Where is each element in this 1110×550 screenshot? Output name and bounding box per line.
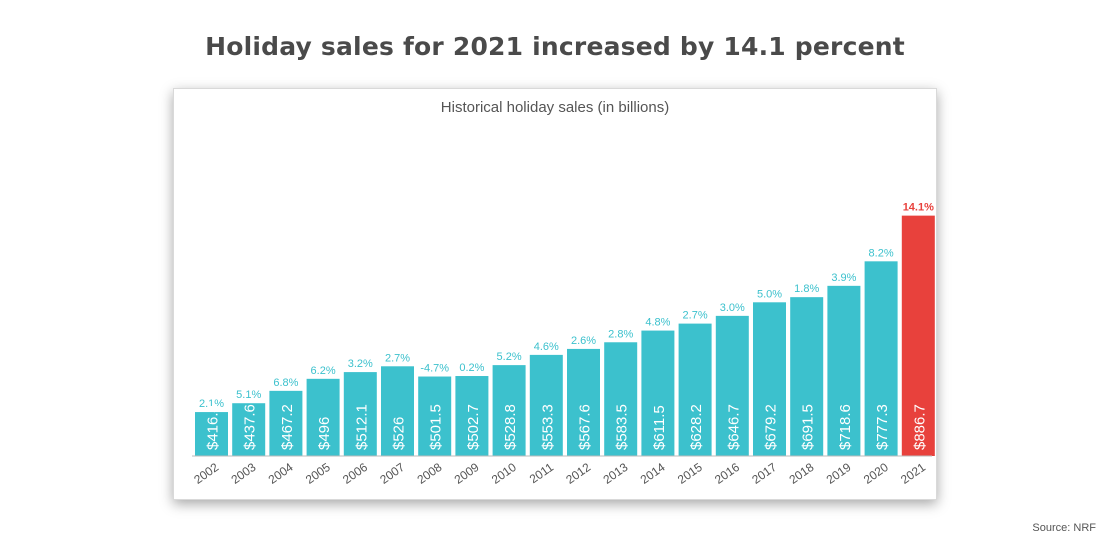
x-tick-2014: 2014 bbox=[638, 460, 668, 487]
growth-label-2015: 2.7% bbox=[683, 310, 708, 322]
growth-label-2006: 3.2% bbox=[348, 358, 373, 370]
growth-label-2016: 3.0% bbox=[720, 302, 745, 314]
value-label-2005: $496 bbox=[316, 417, 333, 450]
x-tick-2015: 2015 bbox=[675, 460, 705, 487]
bar-2008 bbox=[418, 376, 452, 456]
value-label-2012: $567.6 bbox=[577, 404, 594, 450]
value-label-2011: $553.3 bbox=[539, 404, 556, 450]
x-tick-2002: 2002 bbox=[191, 460, 221, 487]
bar-2020 bbox=[864, 261, 898, 456]
growth-label-2019: 3.9% bbox=[831, 272, 856, 284]
bar-2007 bbox=[381, 366, 414, 456]
x-tick-2006: 2006 bbox=[340, 460, 370, 487]
bar-2010 bbox=[492, 365, 526, 456]
value-label-2004: $467.2 bbox=[279, 404, 296, 450]
x-tick-2008: 2008 bbox=[415, 460, 445, 487]
chart-card: Historical holiday sales (in billions) 2… bbox=[173, 88, 937, 500]
bar-chart: Historical holiday sales (in billions) 2… bbox=[191, 99, 935, 487]
growth-label-2002: 2.1% bbox=[199, 398, 224, 410]
value-label-2016: $646.7 bbox=[725, 404, 742, 450]
growth-label-2018: 1.8% bbox=[794, 283, 819, 295]
bar-2004 bbox=[269, 390, 303, 456]
growth-label-2017: 5.0% bbox=[757, 288, 782, 300]
x-tick-2020: 2020 bbox=[861, 460, 891, 487]
value-label-2002: $416.4 bbox=[205, 404, 222, 450]
value-label-2008: $501.5 bbox=[428, 404, 445, 450]
bar-2019 bbox=[827, 285, 861, 456]
bar-2009 bbox=[455, 376, 489, 456]
bar-2015 bbox=[678, 323, 712, 456]
growth-label-2012: 2.6% bbox=[571, 335, 596, 347]
growth-label-2014: 4.8% bbox=[645, 317, 670, 329]
bar-2002 bbox=[195, 412, 228, 456]
value-label-2014: $611.5 bbox=[651, 405, 668, 450]
value-label-2017: $679.2 bbox=[763, 404, 780, 450]
source-note: Source: NRF bbox=[1032, 522, 1096, 534]
bar-2005 bbox=[306, 378, 340, 456]
growth-label-2009: 0.2% bbox=[459, 362, 484, 374]
growth-label-2007: 2.7% bbox=[385, 352, 410, 364]
growth-label-2004: 6.8% bbox=[273, 377, 298, 389]
value-label-2018: $691.5 bbox=[800, 404, 817, 450]
growth-label-2008: -4.7% bbox=[420, 363, 449, 375]
bar-2018 bbox=[790, 297, 824, 456]
x-tick-2003: 2003 bbox=[229, 460, 259, 487]
value-label-2003: $437.6 bbox=[242, 404, 259, 450]
growth-label-2010: 5.2% bbox=[497, 351, 522, 363]
x-tick-2019: 2019 bbox=[824, 460, 854, 487]
bar-2013 bbox=[604, 342, 638, 456]
bar-2012 bbox=[567, 348, 600, 456]
bars: 2.1%$416.4 5.1% $437.6 6.8% $467.2 6.2% $496 3.… bbox=[195, 202, 935, 456]
growth-label-2021: 14.1% bbox=[903, 202, 934, 214]
value-label-2009: $502.7 bbox=[465, 404, 482, 450]
value-label-2020: $777.3 bbox=[874, 404, 891, 450]
x-tick-2018: 2018 bbox=[787, 460, 817, 487]
growth-label-2020: 8.2% bbox=[869, 247, 894, 259]
x-tick-2012: 2012 bbox=[563, 460, 593, 487]
x-tick-2010: 2010 bbox=[489, 460, 519, 487]
bar-2017 bbox=[753, 302, 786, 456]
bar-2016 bbox=[715, 315, 749, 456]
x-tick-2011: 2011 bbox=[527, 460, 556, 486]
value-label-2013: $583.5 bbox=[614, 404, 631, 450]
growth-label-2005: 6.2% bbox=[311, 365, 336, 377]
x-tick-2016: 2016 bbox=[712, 460, 742, 487]
page-headline: Holiday sales for 2021 increased by 14.1… bbox=[205, 32, 905, 61]
x-tick-2021: 2021 bbox=[898, 460, 928, 487]
bar-2011 bbox=[529, 354, 563, 456]
x-tick-2013: 2013 bbox=[601, 460, 631, 487]
x-tick-2004: 2004 bbox=[266, 460, 296, 487]
value-label-2007: $526 bbox=[391, 417, 408, 450]
value-label-2019: $718.6 bbox=[837, 404, 854, 450]
x-axis-ticks: 2002 2003 2004 2005 2006 2007 2008 2009 2010 2011… bbox=[191, 460, 928, 487]
value-label-2006: $512.1 bbox=[353, 404, 370, 450]
bar-2006 bbox=[343, 372, 377, 456]
growth-label-2013: 2.8% bbox=[608, 328, 633, 340]
value-label-2021: $886.7 bbox=[911, 404, 928, 450]
growth-label-2011: 4.6% bbox=[534, 341, 559, 353]
value-label-2010: $528.8 bbox=[502, 404, 519, 450]
x-tick-2009: 2009 bbox=[452, 460, 482, 487]
bar-2014 bbox=[641, 330, 675, 456]
bar-2021 bbox=[901, 215, 935, 456]
x-tick-2005: 2005 bbox=[303, 460, 333, 487]
growth-label-2003: 5.1% bbox=[236, 389, 261, 401]
x-tick-2007: 2007 bbox=[377, 460, 407, 487]
x-tick-2017: 2017 bbox=[749, 460, 779, 487]
bar-2003 bbox=[232, 403, 266, 456]
chart-title: Historical holiday sales (in billions) bbox=[441, 99, 669, 116]
value-label-2015: $628.2 bbox=[688, 404, 705, 450]
